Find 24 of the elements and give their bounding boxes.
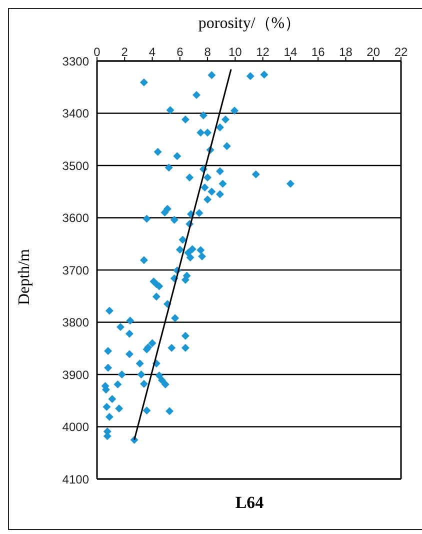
y-tick-label: 3600 <box>62 211 90 226</box>
y-tick-label: 3400 <box>62 106 90 121</box>
x-tick-label: 4 <box>148 45 156 59</box>
x-tick-label: 10 <box>228 45 242 59</box>
x-tick-label: 22 <box>394 45 408 59</box>
y-tick-label: 3700 <box>62 263 90 278</box>
x-tick-label: 16 <box>311 45 326 59</box>
y-tick-label: 4100 <box>62 472 90 486</box>
x-tick-label: 18 <box>339 45 353 59</box>
x-tick-label: 14 <box>284 45 298 59</box>
y-tick-label: 4000 <box>62 420 90 434</box>
x-tick-label: 12 <box>256 45 270 59</box>
x-tick-label: 8 <box>204 45 212 59</box>
x-tick-label: 6 <box>176 45 184 59</box>
text: L64 <box>234 493 265 513</box>
x-tick-label: 2 <box>121 45 128 59</box>
y-tick-label: 3300 <box>62 54 90 68</box>
y-tick-label: 3900 <box>62 368 90 382</box>
x-tick-label: 0 <box>94 45 101 59</box>
y-tick-label: 3800 <box>62 316 90 330</box>
y-axis-title: Depth/m <box>16 249 34 305</box>
y-tick-label: 3500 <box>62 158 90 173</box>
x-axis-title: porosity/（%） <box>197 14 302 34</box>
x-tick-label: 20 <box>366 45 380 59</box>
